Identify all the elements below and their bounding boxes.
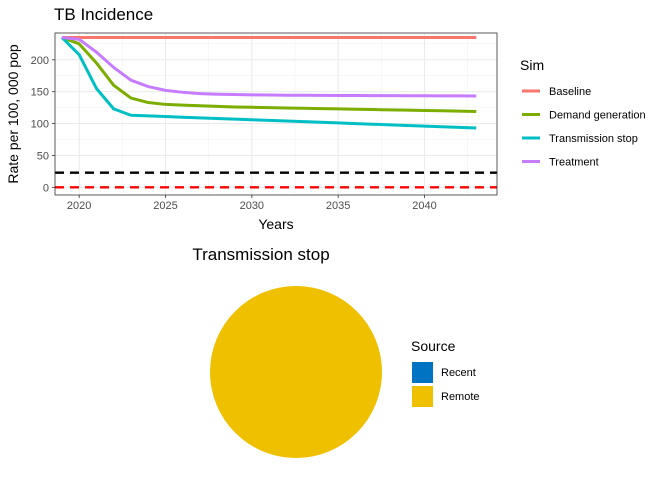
line-chart-title: TB Incidence <box>54 5 153 24</box>
pie-legend-label: Recent <box>441 367 476 379</box>
pie-legend-item: Recent <box>412 362 476 383</box>
legend-label: Transmission stop <box>549 133 638 145</box>
legend-label: Baseline <box>549 86 591 98</box>
reference-lines <box>55 171 497 189</box>
series-line-treatment <box>61 35 477 98</box>
legend-item: Treatment <box>522 157 599 169</box>
pie-legend: Recent Remote <box>412 362 480 407</box>
x-axis-label: Years <box>258 216 293 232</box>
series-line-demand-generation <box>61 36 477 113</box>
line-series-group <box>60 35 477 130</box>
line-chart-panel-border <box>54 32 498 196</box>
pie-legend-item: Remote <box>412 386 480 407</box>
legend-label: Treatment <box>549 157 599 169</box>
line-legend-title: Sim <box>520 57 544 73</box>
line-chart-grid <box>55 33 497 195</box>
y-tick-label: 0 <box>43 182 49 194</box>
pie-legend-title: Source <box>411 338 456 354</box>
pie-chart <box>210 286 382 458</box>
y-tick-label: 200 <box>31 55 49 67</box>
legend-item: Demand generation <box>522 110 646 122</box>
legend-item: Baseline <box>522 86 591 98</box>
x-tick-label: 2040 <box>412 200 436 212</box>
legend-label: Demand generation <box>549 110 646 122</box>
pie-legend-key <box>412 362 433 383</box>
y-tick-label: 100 <box>31 119 49 131</box>
y-tick-label: 150 <box>31 87 49 99</box>
y-tick-label: 50 <box>37 150 49 162</box>
legend-item: Transmission stop <box>522 133 638 145</box>
pie-legend-label: Remote <box>441 391 480 403</box>
x-tick-label: 2020 <box>67 200 91 212</box>
pie-slice-remote <box>210 286 382 458</box>
series-line-transmission-stop <box>60 36 477 130</box>
line-chart-ticks: 2020 2025 2030 2035 2040 0 50 100 150 200 <box>31 55 437 212</box>
x-tick-label: 2030 <box>240 200 264 212</box>
line-legend: Baseline Demand generation Transmission st… <box>522 86 646 169</box>
pie-chart-title: Transmission stop <box>192 245 329 264</box>
x-tick-label: 2025 <box>153 200 177 212</box>
y-axis-label: Rate per 100, 000 pop <box>5 44 21 184</box>
x-tick-label: 2035 <box>326 200 350 212</box>
pie-legend-key <box>412 386 433 407</box>
